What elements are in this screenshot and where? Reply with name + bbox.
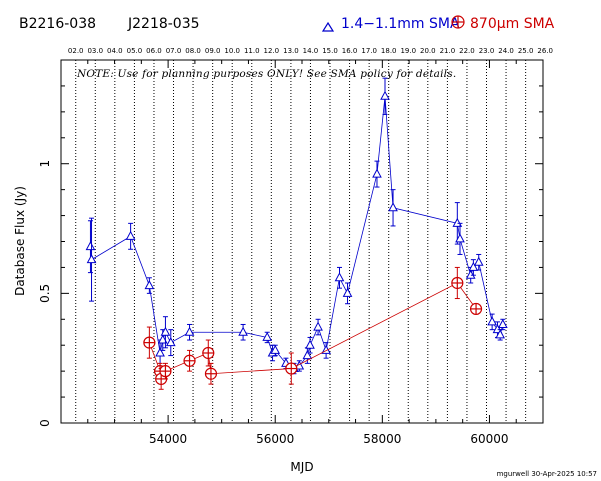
series-mm <box>85 77 508 375</box>
data-point-circle-plus <box>469 302 483 316</box>
series-line <box>148 282 477 381</box>
data-point-triangle <box>85 241 96 251</box>
legend-circle-plus-icon <box>451 15 465 29</box>
planning-note: NOTE: Use for planning purposes ONLY! Se… <box>76 68 456 80</box>
data-point-triangle <box>334 272 345 282</box>
y-tick-label: 0.5 <box>38 284 52 303</box>
data-point-triangle <box>388 202 398 212</box>
top-axis-year-labels: 02.0 03.0 04.0 05.0 06.0 07.0 08.0 09.0 10.0 11.0… <box>68 47 553 55</box>
legend-label-submm: 870μm SMA <box>470 16 555 32</box>
top-year-label: 15.0 <box>322 47 338 55</box>
y-axis-ticks: 00.51 <box>38 59 543 427</box>
top-year-label: 04.0 <box>107 47 123 55</box>
y-tick-label: 1 <box>38 160 52 168</box>
top-year-label: 22.0 <box>459 47 475 55</box>
data-point-triangle <box>473 256 484 266</box>
x-tick-label: 60000 <box>470 432 508 446</box>
series-submm <box>143 266 483 390</box>
data-point-triangle <box>86 254 97 264</box>
data-point-triangle <box>270 344 281 354</box>
data-point-triangle <box>372 168 382 178</box>
top-year-label: 16.0 <box>342 47 358 55</box>
data-point-triangle <box>184 326 195 336</box>
data-point-triangle <box>452 217 463 227</box>
x-axis-label: MJD <box>290 460 313 474</box>
data-point-circle-plus <box>159 365 172 378</box>
top-year-label: 25.0 <box>518 47 534 55</box>
top-year-label: 09.0 <box>205 47 221 55</box>
data-point-triangle <box>302 350 313 360</box>
data-point-triangle <box>305 339 315 349</box>
top-year-label: 03.0 <box>87 47 103 55</box>
top-year-label: 18.0 <box>381 47 397 55</box>
series-line <box>90 96 504 370</box>
y-axis-label: Database Flux (Jy) <box>13 186 27 296</box>
x-tick-label: 54000 <box>149 432 187 446</box>
top-year-label: 21.0 <box>440 47 456 55</box>
data-point-triangle <box>238 326 248 336</box>
data-point-triangle <box>487 316 497 326</box>
top-year-label: 24.0 <box>498 47 514 55</box>
data-point-triangle <box>455 233 465 243</box>
x-tick-label: 56000 <box>256 432 294 446</box>
data-point-circle-plus <box>451 276 464 290</box>
legend-label-mm: 1.4−1.1mm SMA <box>341 16 460 32</box>
top-year-label: 20.0 <box>420 47 436 55</box>
data-point-triangle <box>313 321 323 331</box>
data-point-circle-plus <box>204 367 218 380</box>
year-grid <box>75 60 527 423</box>
data-point-triangle <box>342 287 353 297</box>
data-point-triangle <box>262 331 273 341</box>
x-tick-label: 58000 <box>363 432 401 446</box>
data-point-circle-plus <box>143 336 156 349</box>
top-year-label: 14.0 <box>303 47 319 55</box>
top-year-label: 06.0 <box>146 47 162 55</box>
data-point-triangle <box>125 230 136 240</box>
top-year-label: 17.0 <box>361 47 377 55</box>
legend: 1.4−1.1mm SMA 870μm SMA <box>321 15 555 32</box>
data-point-triangle <box>155 347 165 357</box>
top-year-label: 05.0 <box>127 47 143 55</box>
data-point-circle-plus <box>202 346 215 360</box>
x-axis-ticks: 54000 56000 58000 60000 <box>60 60 544 446</box>
legend-triangle-icon <box>321 21 335 32</box>
top-year-label: 19.0 <box>400 47 416 55</box>
credit-timestamp: mgurwell 30-Apr-2025 10:57 <box>497 470 597 478</box>
data-point-triangle <box>465 269 476 279</box>
data-point-triangle <box>498 318 508 328</box>
y-tick-label: 0 <box>38 419 52 427</box>
data-point-circle-plus <box>285 362 298 375</box>
source-name-2: J2218-035 <box>127 16 200 32</box>
top-year-label: 08.0 <box>185 47 201 55</box>
data-point-triangle <box>495 329 505 339</box>
top-year-label: 26.0 <box>537 47 553 55</box>
data-point-triangle <box>144 280 155 290</box>
top-year-label: 11.0 <box>244 47 260 55</box>
data-point-triangle <box>468 261 479 271</box>
data-point-triangle <box>165 337 176 347</box>
top-year-label: 23.0 <box>479 47 495 55</box>
data-point-triangle <box>160 326 171 336</box>
top-year-label: 02.0 <box>68 47 84 55</box>
top-year-label: 07.0 <box>166 47 182 55</box>
data-point-triangle <box>380 90 390 100</box>
data-series <box>85 77 508 390</box>
source-name-1: B2216-038 <box>19 16 96 32</box>
top-year-label: 13.0 <box>283 47 299 55</box>
top-year-label: 10.0 <box>224 47 240 55</box>
data-point-circle-plus <box>183 354 196 367</box>
data-point-triangle <box>157 334 168 344</box>
top-year-label: 12.0 <box>264 47 280 55</box>
